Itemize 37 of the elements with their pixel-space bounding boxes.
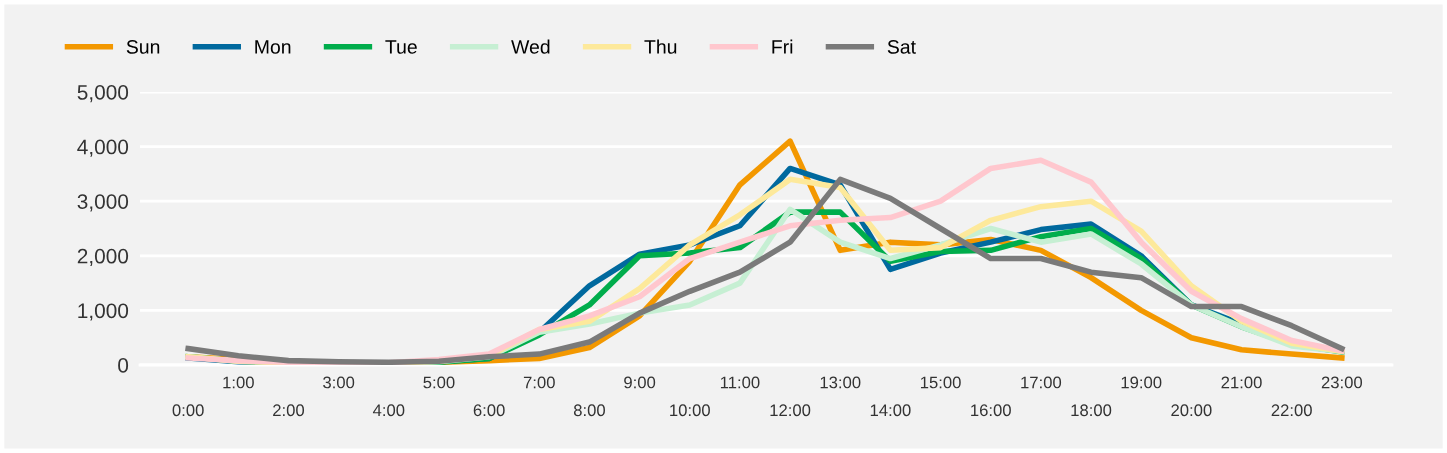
y-tick-label: 0 <box>118 358 129 373</box>
x-tick-label: 5:00 <box>423 376 455 389</box>
legend-label: Thu <box>644 39 677 54</box>
x-tick-label: 6:00 <box>473 404 505 417</box>
y-tick-label: 2,000 <box>77 248 129 267</box>
x-tick-label: 0:00 <box>172 404 204 417</box>
x-tick-label: 16:00 <box>971 404 1011 417</box>
x-tick-label: 11:00 <box>720 376 760 389</box>
legend-label: Wed <box>511 39 550 54</box>
x-tick-label: 18:00 <box>1071 404 1112 417</box>
legend-label: Tue <box>385 40 417 54</box>
x-tick-label: 17:00 <box>1021 376 1062 389</box>
x-tick-label: 12:00 <box>770 404 811 417</box>
legend-label: Fri <box>772 39 793 54</box>
x-tick-label: 3:00 <box>323 376 355 389</box>
legend-label: Sat <box>887 40 916 54</box>
x-tick-label: 15:00 <box>920 376 961 389</box>
y-tick-label: 1,000 <box>78 303 129 321</box>
x-tick-label: 22:00 <box>1271 404 1312 417</box>
x-tick-label: 19:00 <box>1121 376 1162 389</box>
x-tick-label: 20:00 <box>1171 404 1212 417</box>
legend-label: Mon <box>255 40 291 54</box>
y-tick-label: 5,000 <box>77 85 129 103</box>
legend-label: Sun <box>126 40 160 54</box>
y-tick-label: 4,000 <box>77 139 129 157</box>
x-tick-label: 2:00 <box>273 404 305 417</box>
x-tick-label: 13:00 <box>820 376 861 389</box>
x-tick-label: 7:00 <box>523 376 555 389</box>
x-tick-label: 8:00 <box>573 404 605 417</box>
x-tick-label: 14:00 <box>870 404 911 417</box>
x-tick-label: 9:00 <box>624 376 656 389</box>
x-tick-label: 21:00 <box>1221 376 1262 389</box>
x-tick-label: 10:00 <box>670 404 710 417</box>
x-tick-label: 23:00 <box>1321 376 1363 389</box>
y-tick-label: 3,000 <box>77 194 129 212</box>
x-tick-label: 1:00 <box>223 376 254 389</box>
x-tick-label: 4:00 <box>372 404 405 417</box>
